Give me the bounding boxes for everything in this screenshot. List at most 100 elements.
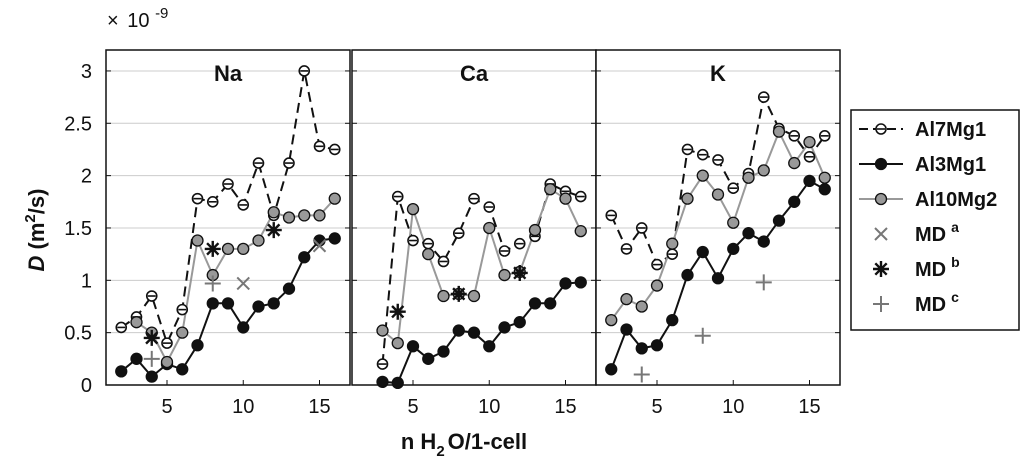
y-tick-label: 3 [81,61,92,83]
data-point-al10 [298,209,311,222]
data-point-al3 [727,242,740,256]
data-point-al7 [757,91,770,103]
data-point-al7 [574,190,587,203]
series-line-al10 [381,187,582,346]
legend-label: Al3Mg1 [915,154,986,176]
panel-na: 5 10 15 Na [105,49,351,418]
legend-item-mda: MD a [874,219,959,246]
data-point-al3 [422,352,435,365]
y-tick-label: 1.5 [64,218,92,240]
data-point-al7 [298,65,311,77]
data-point-al7 [468,192,480,205]
x-tick-label: 15 [308,396,330,418]
data-point-al10 [620,293,633,306]
data-point-al10 [605,313,618,327]
y-tick-label: 0.5 [64,323,92,345]
data-point-al3 [437,345,450,358]
x-tick-label: 15 [554,396,576,418]
data-point-al7 [452,227,465,240]
data-point-al7 [422,237,435,250]
data-point-al7 [803,150,816,163]
data-point-al7 [788,130,801,142]
legend: Al7Mg1 Al3Mg1 Al10Mg2 MD a MD b MD c [850,109,1020,331]
panel-frame [595,49,841,386]
legend-marker [874,157,888,171]
data-point-al10 [711,188,725,201]
y-tick-label: 2.5 [64,113,92,135]
data-point-al7 [206,195,219,208]
data-point-al3 [635,342,648,355]
x-tick-label: 10 [232,396,254,418]
data-point-al10 [267,206,280,219]
data-point-al10 [559,192,572,205]
data-point-al7 [252,157,265,169]
data-point-al3 [406,340,420,353]
data-point-al3 [237,321,250,334]
y-tick-labels: 0 0.5 1 1.5 2 2.5 3 [64,61,92,397]
data-point-al3 [742,227,755,240]
data-point-al7 [605,209,618,222]
data-point-mdc [694,327,711,344]
data-point-al3 [282,282,296,295]
data-point-al10 [742,171,755,184]
legend-marker [873,261,889,277]
data-point-al3 [391,376,404,390]
y-tick-label: 2 [81,166,92,188]
panel-title: K [710,61,726,86]
data-point-al10 [376,324,389,337]
data-point-al3 [221,297,235,310]
data-point-al10 [437,289,450,303]
data-point-al10 [160,355,174,369]
data-point-al10 [498,268,511,282]
data-point-al10 [574,224,587,238]
legend-box [850,109,1020,331]
legend-marker [874,227,888,241]
data-point-al3 [467,326,481,339]
data-point-al3 [483,340,496,353]
data-point-al10 [788,156,801,170]
legend-marker [874,192,888,206]
data-point-al7 [237,199,250,211]
data-point-mdc [143,350,160,367]
data-point-al10 [727,216,740,229]
data-point-al3 [666,313,679,327]
data-point-mdb [450,285,467,302]
data-point-al10 [544,183,557,196]
y-tick-label: 0 [81,375,92,397]
data-point-mdc [204,275,221,292]
data-point-al10 [237,242,250,256]
data-point-al7 [483,201,496,213]
data-point-al10 [391,336,404,350]
data-point-al3 [788,195,801,208]
data-point-al7 [635,222,648,234]
data-point-al7 [712,154,724,166]
data-point-al10 [757,164,770,177]
data-point-al10 [772,125,786,138]
legend-item-al3: Al3Mg1 [859,154,986,176]
data-point-al3 [605,363,618,376]
x-tick-label: 5 [651,396,662,418]
data-point-al3 [513,316,526,329]
scale-label: × 10 -9 [107,5,168,32]
data-point-al10 [681,192,694,205]
data-point-al3 [528,297,542,310]
data-point-al3 [772,214,786,227]
data-point-mda [236,276,250,291]
y-axis-label: D (m2/s) [22,189,49,272]
x-tick-label: 15 [798,396,820,418]
y-tick-label: 1 [81,270,92,292]
data-point-al7 [513,237,526,250]
data-point-al3 [681,268,694,282]
data-point-mdc [633,366,650,383]
legend-label: Al7Mg1 [915,119,986,141]
data-point-al10 [666,237,679,250]
legend-item-al10: Al10Mg2 [859,189,997,211]
data-point-al10 [176,326,189,339]
legend-item-mdb: MD b [873,254,960,281]
data-point-al7 [161,337,173,349]
x-axis-label: n H2 O/1-cell [401,429,527,460]
data-point-al3 [376,375,389,389]
panel-ca: 5 10 15 Ca [351,49,597,418]
legend-marker [873,296,889,312]
